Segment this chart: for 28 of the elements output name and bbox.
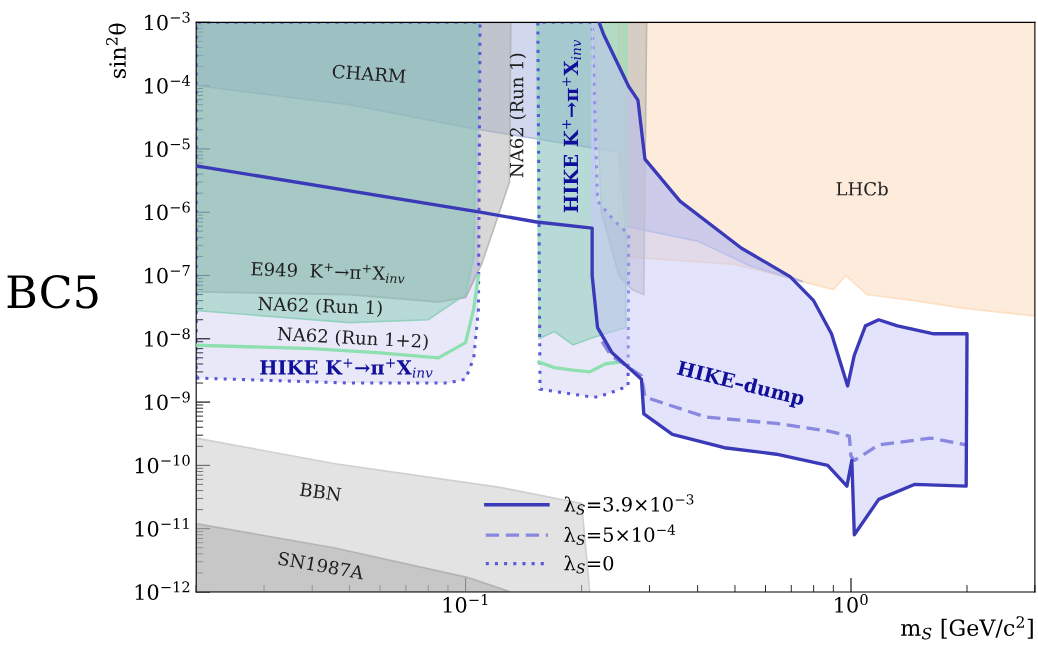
y-tick-label: 10$^{−7}$ <box>145 265 190 284</box>
y-tick-label: 10$^{−12}$ <box>135 581 190 601</box>
y-tick-label: 10$^{−9}$ <box>145 391 190 411</box>
annotation: HIKE K$^{+}$→π$^{+}$X$_{inv}$ <box>260 358 433 378</box>
x-tick-label: 10$^{−1}$ <box>443 594 488 613</box>
legend-label: λ$_{S}$=3.9×10$^{−3}$ <box>564 494 694 515</box>
y-tick-label: 10$^{−6}$ <box>145 201 190 221</box>
annotation: LHCb <box>836 181 888 196</box>
annotation: HIKE K$^{+}$→π$^{+}$X$_{inv}$ <box>562 39 582 213</box>
legend-label: λ$_{S}$=5×10$^{−4}$ <box>564 524 676 545</box>
y-tick-label: 10$^{−3}$ <box>145 11 190 31</box>
x-axis-title: m$_{S}$ [GeV/c$^{2}$] <box>901 616 1033 640</box>
y-tick-label: 10$^{−10}$ <box>135 454 190 474</box>
y-tick-label: 10$^{−4}$ <box>145 75 191 94</box>
text: BC5 <box>7 274 98 309</box>
y-tick-label: 10$^{−11}$ <box>135 518 189 537</box>
y-axis-title: sin$^{2}$θ <box>106 23 126 78</box>
x-tick-label: 10$^{0}$ <box>835 594 868 613</box>
annotation: NA62 (Run 1) <box>258 296 383 318</box>
y-tick-label: 10$^{−5}$ <box>145 138 190 157</box>
y-tick-label: 10$^{−8}$ <box>145 328 190 347</box>
annotation: SN1987A <box>277 551 365 580</box>
annotation: CHARM <box>332 64 406 84</box>
annotation: NA62 (Run 1) <box>509 53 527 178</box>
annotation: BBN <box>299 482 342 502</box>
annotation: E949 K$^{+}$→π$^{+}$X$_{inv}$ <box>251 260 405 284</box>
annotation: NA62 (Run 1+2) <box>277 326 429 351</box>
legend-label: λ$_{S}$=0 <box>564 555 614 574</box>
